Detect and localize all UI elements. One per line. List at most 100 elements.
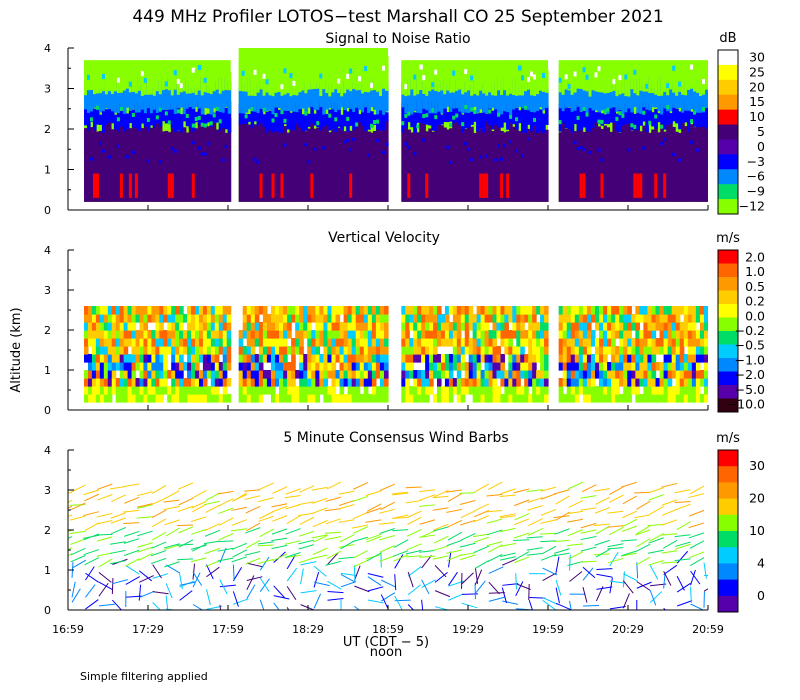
snr-cell: [170, 88, 175, 110]
snr-cell: [140, 71, 145, 96]
velocity-cell: [287, 386, 292, 395]
velocity-cell: [151, 338, 156, 347]
velocity-cell: [206, 306, 212, 315]
wind-barb: [138, 570, 153, 582]
snr-cell: [413, 65, 417, 96]
snr-heatmap: [84, 48, 708, 202]
velocity-cell: [307, 346, 312, 355]
velocity-cell: [544, 386, 549, 395]
snr-cell: [370, 82, 374, 88]
snr-cell: [104, 60, 109, 95]
snr-cell: [128, 69, 133, 93]
velocity-cell: [570, 378, 576, 387]
snr-cell: [164, 81, 169, 87]
snr-cell: [693, 61, 697, 92]
velocity-cell: [578, 330, 584, 339]
snr-cell: [155, 89, 160, 113]
velocity-cell: [417, 354, 422, 363]
wind-barb: [580, 535, 597, 541]
snr-cell: [621, 82, 625, 115]
velocity-cell: [226, 346, 232, 355]
velocity-cell: [131, 370, 137, 379]
snr-block: [401, 60, 549, 202]
snr-cell: [678, 158, 682, 162]
snr-cell: [376, 56, 380, 92]
snr-cell: [476, 91, 480, 113]
snr-cell: [104, 122, 109, 202]
velocity-cell: [520, 306, 525, 315]
velocity-cell: [603, 322, 608, 331]
snr-cell: [521, 105, 525, 133]
snr-cell: [639, 173, 643, 198]
snr-cell: [131, 61, 136, 92]
wind-barb: [661, 550, 678, 554]
wind-barb: [367, 576, 382, 586]
snr-cell: [95, 173, 100, 198]
velocity-cell: [611, 338, 616, 347]
snr-cell: [419, 108, 423, 123]
velocity-cell: [421, 370, 426, 379]
velocity-cell: [417, 378, 422, 387]
wind-barb: [298, 530, 315, 537]
snr-cell: [597, 66, 602, 72]
snr-cell: [343, 81, 347, 111]
velocity-cell: [452, 378, 458, 387]
velocity-cell: [198, 314, 204, 323]
velocity-cell: [607, 322, 612, 331]
velocity-cell: [440, 386, 446, 395]
velocity-cell: [262, 338, 268, 347]
velocity-cell: [488, 362, 494, 371]
snr-cell: [307, 48, 311, 90]
velocity-cell: [590, 378, 596, 387]
velocity-cell: [343, 314, 349, 323]
snr-cell: [253, 158, 258, 162]
snr-cell: [319, 73, 323, 79]
velocity-cell: [331, 346, 337, 355]
velocity-cell: [363, 306, 369, 315]
snr-cell: [352, 53, 356, 89]
velocity-cell: [675, 322, 681, 331]
snr-cell: [539, 82, 543, 108]
snr-cell: [558, 104, 563, 132]
wind-barb: [407, 571, 414, 588]
velocity-cell: [163, 338, 168, 347]
wind-barb: [569, 600, 572, 610]
snr-cell: [597, 126, 602, 202]
velocity-cell: [405, 314, 410, 323]
velocity-cell: [476, 354, 482, 363]
wind-barb: [83, 489, 100, 496]
velocity-cell: [87, 378, 93, 387]
velocity-cell: [468, 322, 474, 331]
velocity-cell: [339, 378, 345, 387]
snr-cell: [113, 83, 118, 113]
wind-barb: [620, 552, 637, 557]
velocity-cell: [311, 378, 316, 387]
snr-cell: [678, 91, 682, 108]
velocity-cell: [516, 338, 521, 347]
snr-cell: [582, 62, 587, 91]
velocity-cell: [460, 314, 466, 323]
velocity-cell: [99, 354, 105, 363]
velocity-cell: [187, 306, 192, 315]
snr-cell: [410, 112, 414, 128]
wind-barb: [70, 547, 86, 556]
velocity-cell: [413, 354, 418, 363]
velocity-cell: [187, 386, 192, 395]
velocity-cell: [379, 370, 385, 379]
wind-barb: [258, 497, 274, 503]
velocity-cell: [679, 378, 685, 387]
snr-cell: [119, 121, 124, 202]
snr-cell: [221, 110, 226, 129]
snr-cell: [179, 114, 184, 133]
wind-barb: [690, 569, 696, 586]
snr-cell: [364, 102, 368, 132]
snr-cell: [262, 88, 267, 111]
velocity-cell: [524, 370, 529, 379]
velocity-cell: [99, 394, 105, 403]
velocity-cell: [311, 306, 316, 315]
snr-cell: [579, 173, 584, 198]
velocity-cell: [279, 354, 284, 363]
snr-cell: [155, 115, 160, 120]
snr-cell: [458, 63, 462, 90]
velocity-cell: [464, 306, 470, 315]
